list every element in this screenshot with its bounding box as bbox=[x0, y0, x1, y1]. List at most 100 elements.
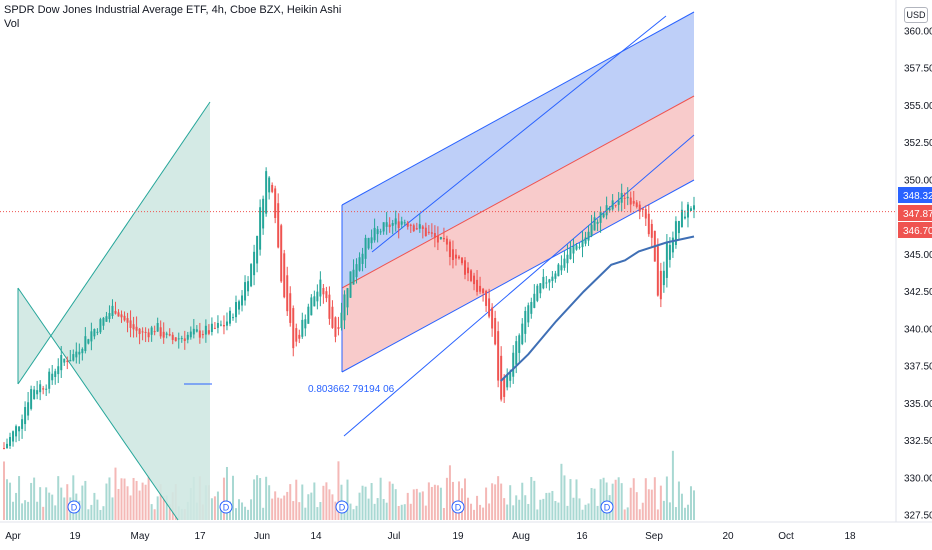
candle-body bbox=[364, 237, 367, 259]
candle bbox=[216, 315, 219, 334]
price-tags: 348.32 347.87 346.70 bbox=[898, 187, 932, 238]
candle bbox=[228, 307, 231, 327]
candle-body bbox=[45, 388, 48, 390]
candle-body bbox=[584, 237, 587, 244]
candle bbox=[376, 226, 379, 243]
volume-bar bbox=[551, 490, 554, 520]
candle bbox=[644, 205, 647, 226]
price-tick-label: 360.00 bbox=[904, 27, 932, 38]
candle-body bbox=[578, 246, 581, 248]
candle-body bbox=[497, 331, 500, 381]
candle-body bbox=[189, 331, 192, 338]
volume-bar bbox=[54, 505, 57, 520]
volume-bar bbox=[256, 475, 259, 520]
symbol-title[interactable]: SPDR Dow Jones Industrial Average ETF, 4… bbox=[4, 4, 342, 16]
candle bbox=[358, 252, 361, 272]
dividend-marker-label: D bbox=[339, 503, 346, 513]
candle-body bbox=[418, 224, 421, 229]
candle-body bbox=[539, 283, 542, 294]
volume-bar bbox=[671, 450, 674, 520]
candle-body bbox=[391, 223, 394, 226]
volume-bar bbox=[497, 476, 500, 520]
volume-bar bbox=[213, 496, 216, 520]
candle bbox=[457, 254, 460, 260]
volume-bar bbox=[322, 485, 325, 520]
volume-bar bbox=[512, 505, 515, 520]
candle-body bbox=[186, 334, 189, 340]
candle-body bbox=[527, 305, 530, 323]
overlays: 0.803662 79194 06 D D D D D bbox=[0, 211, 896, 514]
volume-bar bbox=[409, 503, 412, 520]
currency-label[interactable]: USD bbox=[904, 7, 928, 23]
candle bbox=[286, 266, 289, 316]
volume-bar bbox=[262, 507, 265, 520]
candle-body bbox=[569, 248, 572, 260]
candle-body bbox=[677, 220, 680, 234]
volume-bar bbox=[265, 476, 268, 520]
volume-bar bbox=[81, 485, 84, 520]
volume-bar bbox=[225, 466, 228, 520]
candle bbox=[45, 384, 48, 396]
volume-bar bbox=[448, 465, 451, 520]
candle bbox=[325, 286, 328, 303]
candle bbox=[659, 262, 662, 308]
candle-body bbox=[102, 317, 105, 326]
candle-body bbox=[150, 327, 153, 335]
volume-bar bbox=[403, 504, 406, 520]
candle-body bbox=[207, 330, 210, 334]
candle bbox=[153, 325, 156, 336]
volume-bar bbox=[647, 489, 650, 520]
price-axis[interactable]: 360.00357.50355.00352.50350.00347.50345.… bbox=[895, 0, 932, 522]
candle bbox=[467, 262, 470, 282]
candle-body bbox=[433, 233, 436, 238]
price-tick-label: 335.00 bbox=[904, 399, 932, 410]
candle bbox=[448, 239, 451, 266]
candle-body bbox=[69, 359, 72, 362]
candle bbox=[693, 196, 695, 219]
candle-body bbox=[693, 205, 695, 210]
volume-bar bbox=[376, 498, 379, 520]
volume-bar bbox=[162, 496, 165, 520]
candle-body bbox=[689, 208, 692, 212]
candle bbox=[379, 228, 382, 235]
channel-bottom-line bbox=[341, 179, 695, 373]
volume-bar bbox=[436, 485, 439, 520]
candle bbox=[147, 328, 150, 343]
volume-bar bbox=[63, 497, 66, 520]
candle bbox=[21, 414, 24, 439]
volume-bar bbox=[328, 489, 331, 520]
candle bbox=[364, 234, 367, 269]
candle bbox=[63, 358, 66, 366]
volume-bar bbox=[114, 467, 117, 520]
candle bbox=[90, 322, 93, 351]
candle-body bbox=[442, 237, 445, 240]
volume-bar bbox=[313, 482, 316, 520]
candle bbox=[250, 263, 253, 288]
candle bbox=[102, 316, 105, 330]
drawings[interactable] bbox=[17, 11, 695, 521]
candle bbox=[165, 331, 168, 339]
candle-body bbox=[250, 264, 253, 287]
candle-body bbox=[473, 275, 476, 285]
volume-bar bbox=[482, 507, 485, 520]
candle-body bbox=[334, 317, 337, 337]
volume-bar bbox=[132, 477, 135, 520]
candle-body bbox=[280, 225, 283, 282]
candle bbox=[494, 310, 497, 346]
candle bbox=[638, 201, 641, 220]
candle bbox=[602, 212, 605, 219]
time-axis[interactable]: Apr 19 May 17 Jun 14 Jul 19 Aug 16 Sep 20 Oct 18 bbox=[0, 521, 932, 542]
volume-bar bbox=[626, 507, 629, 520]
price-tag-label: 346.70 bbox=[903, 226, 932, 237]
candle-body bbox=[373, 227, 376, 241]
volume-bar bbox=[250, 499, 253, 520]
candle bbox=[518, 333, 521, 362]
candle bbox=[596, 219, 599, 232]
candle-body bbox=[464, 260, 467, 275]
candle bbox=[433, 225, 436, 248]
volume-indicator-label[interactable]: Vol bbox=[4, 18, 20, 30]
candle-body bbox=[554, 273, 557, 279]
candle bbox=[343, 290, 346, 330]
candle-body bbox=[12, 431, 15, 442]
